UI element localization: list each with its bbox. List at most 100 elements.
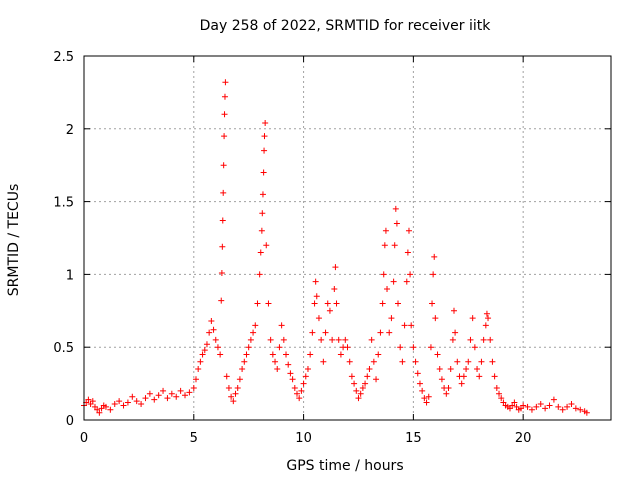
data-point [491, 373, 498, 380]
data-point [285, 361, 292, 368]
data-point [364, 373, 371, 380]
data-point [392, 205, 399, 212]
data-point [214, 344, 221, 351]
data-point [283, 351, 290, 358]
y-tick-label: 2.5 [53, 50, 74, 65]
data-point [414, 370, 421, 377]
data-point [416, 380, 423, 387]
data-point [278, 322, 285, 329]
y-tick-label: 1 [66, 268, 74, 283]
y-tick-label: 0.5 [53, 341, 74, 356]
data-point [483, 310, 490, 317]
data-point [458, 380, 465, 387]
data-point [250, 329, 257, 336]
data-point [342, 336, 349, 343]
data-point [259, 191, 266, 198]
data-point [346, 358, 353, 365]
data-point [348, 373, 355, 380]
data-point [397, 344, 404, 351]
data-point [489, 358, 496, 365]
data-point [269, 351, 276, 358]
data-point [146, 390, 153, 397]
data-point [280, 336, 287, 343]
data-point [220, 189, 227, 196]
data-point [382, 227, 389, 234]
x-tick-label: 0 [80, 431, 88, 446]
data-point [423, 399, 430, 406]
data-point [320, 358, 327, 365]
data-point [333, 300, 340, 307]
data-point [186, 389, 193, 396]
data-point [445, 384, 452, 391]
y-tick-label: 0 [66, 414, 74, 429]
data-point [239, 366, 246, 373]
data-point [469, 315, 476, 322]
data-point [583, 409, 590, 416]
data-point [381, 242, 388, 249]
data-point [454, 358, 461, 365]
data-point [151, 396, 158, 403]
data-point [107, 406, 114, 413]
data-point [223, 373, 230, 380]
data-point [177, 387, 184, 394]
data-point [434, 351, 441, 358]
data-point [261, 133, 268, 140]
data-point [419, 387, 426, 394]
data-point [524, 403, 531, 410]
data-point [373, 376, 380, 383]
data-point [421, 395, 428, 402]
data-point [276, 344, 283, 351]
y-tick-label: 2 [66, 123, 74, 138]
data-point [404, 249, 411, 256]
data-point [302, 373, 309, 380]
data-point [498, 395, 505, 402]
data-point [124, 399, 131, 406]
data-point [256, 271, 263, 278]
data-point [218, 269, 225, 276]
data-point [443, 390, 450, 397]
data-point [85, 396, 92, 403]
data-point [474, 366, 481, 373]
data-point [260, 169, 267, 176]
data-point [388, 315, 395, 322]
data-point [511, 399, 518, 406]
data-point [298, 387, 305, 394]
data-point [312, 278, 319, 285]
data-point [197, 358, 204, 365]
data-point [313, 293, 320, 300]
data-point [368, 336, 375, 343]
data-point [258, 227, 265, 234]
data-point [379, 300, 386, 307]
data-point [241, 358, 248, 365]
data-point [164, 395, 171, 402]
data-point [355, 395, 362, 402]
data-point [366, 366, 373, 373]
data-point [430, 271, 437, 278]
data-point [351, 380, 358, 387]
data-point [221, 133, 228, 140]
data-point [212, 336, 219, 343]
data-point [287, 370, 294, 377]
data-point [577, 406, 584, 413]
data-point [265, 300, 272, 307]
data-point [102, 403, 109, 410]
data-point [221, 111, 228, 118]
data-point [133, 398, 140, 405]
data-point [467, 336, 474, 343]
data-point [395, 300, 402, 307]
data-point [559, 406, 566, 413]
data-point [257, 249, 264, 256]
data-point [243, 351, 250, 358]
data-point [568, 400, 575, 407]
data-point [572, 405, 579, 412]
y-axis-label: SRMTID / TECUs [6, 184, 22, 297]
y-tick-label: 1.5 [53, 196, 74, 211]
data-point [289, 376, 296, 383]
data-point [203, 341, 210, 348]
data-point [337, 351, 344, 358]
data-point [220, 162, 227, 169]
data-point [436, 366, 443, 373]
data-point [370, 358, 377, 365]
data-point [322, 329, 329, 336]
data-point [555, 403, 562, 410]
